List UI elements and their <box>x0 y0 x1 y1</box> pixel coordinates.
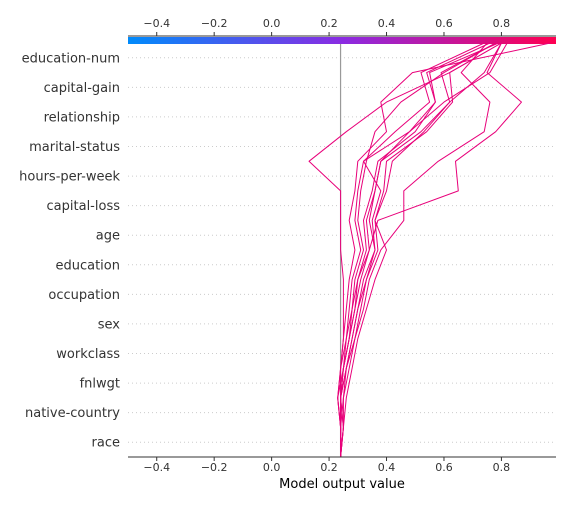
top-axis: −0.4 −0.2 0.0 0.2 0.4 0.6 0.8 <box>128 17 556 37</box>
feature-label: education-num <box>22 51 120 66</box>
decision-line <box>340 42 491 457</box>
feature-label: education <box>55 258 120 273</box>
bottom-axis: −0.4 −0.2 0.0 0.2 0.4 0.6 0.8 <box>128 456 556 474</box>
feature-label: marital-status <box>29 140 120 155</box>
decision-line <box>340 42 522 458</box>
decision-lines <box>308 42 551 458</box>
tick-label: −0.4 <box>143 17 170 30</box>
tick-label: −0.2 <box>201 461 228 474</box>
tick-label: 0.8 <box>493 17 511 30</box>
gridlines <box>128 57 556 443</box>
tick-label: 0.4 <box>378 17 396 30</box>
feature-label: fnlwgt <box>80 377 120 392</box>
feature-label: sex <box>98 317 121 332</box>
tick-label: 0.6 <box>435 17 453 30</box>
tick-label: 0.8 <box>493 461 511 474</box>
tick-label: 0.4 <box>378 461 396 474</box>
feature-label: race <box>92 436 120 451</box>
feature-label: hours-per-week <box>19 170 120 185</box>
feature-label: occupation <box>48 288 120 303</box>
decision-line <box>337 42 499 457</box>
feature-label: age <box>96 229 120 244</box>
decision-line <box>340 42 508 457</box>
feature-label: capital-loss <box>47 199 121 214</box>
decision-line <box>340 42 496 457</box>
feature-label: workclass <box>56 347 120 362</box>
decision-line <box>337 42 485 457</box>
decision-line <box>340 42 502 458</box>
x-axis-title: Model output value <box>279 477 405 492</box>
decision-line <box>340 42 551 457</box>
decision-line <box>340 42 502 458</box>
feature-labels: race native-country fnlwgt workclass sex occu… <box>19 51 120 450</box>
tick-label: 0.0 <box>263 461 281 474</box>
feature-label: relationship <box>44 110 120 125</box>
tick-label: −0.2 <box>201 17 228 30</box>
tick-label: 0.6 <box>435 461 453 474</box>
feature-label: native-country <box>25 406 120 421</box>
tick-label: 0.2 <box>320 17 338 30</box>
tick-label: 0.0 <box>263 17 281 30</box>
colorbar <box>128 37 556 44</box>
feature-label: capital-gain <box>44 81 120 96</box>
tick-label: 0.2 <box>320 461 338 474</box>
tick-label: −0.4 <box>143 461 170 474</box>
